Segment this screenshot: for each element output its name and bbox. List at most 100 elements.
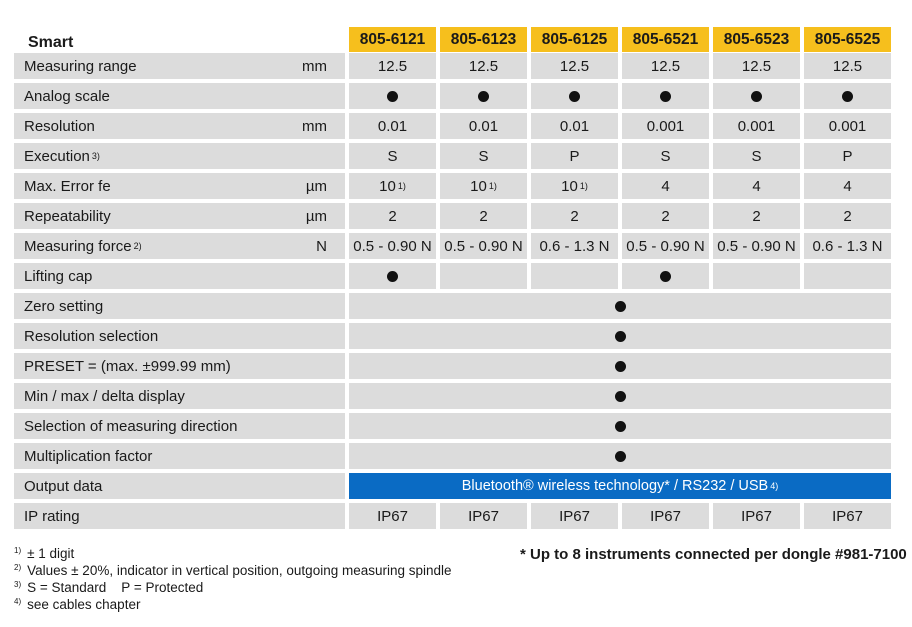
table-cell: 12.5 <box>622 53 709 79</box>
table-cell: 2 <box>804 203 891 229</box>
row-label-text: Zero setting <box>24 297 104 315</box>
cell-value: 0.001 <box>828 117 867 135</box>
bullet-dot <box>614 360 626 372</box>
table-cell: 2 <box>713 203 800 229</box>
table-cell: 10 1) <box>349 173 436 199</box>
cell-value: IP67 <box>650 507 681 525</box>
bullet-dot <box>660 270 671 282</box>
table-cell <box>622 83 709 109</box>
bullet-dot <box>387 90 398 102</box>
bullet-dot <box>614 420 626 432</box>
cell-value: S <box>387 147 398 165</box>
cell-value: 2 <box>661 207 670 225</box>
table-cell: 12.5 <box>349 53 436 79</box>
table-cell <box>531 263 618 289</box>
bullet-dot <box>478 90 489 102</box>
cell-value: 10 <box>379 177 396 195</box>
row-label: IP rating <box>14 503 345 529</box>
row-label-text: IP rating <box>24 507 80 525</box>
cell-value: 4 <box>661 177 670 195</box>
bullet-dot <box>614 330 626 342</box>
footnote-text: S = Standard P = Protected <box>27 580 204 595</box>
footnote-2: 2) Values ± 20%, indicator in vertical po… <box>14 563 452 578</box>
row-label-text: PRESET = (max. ±999.99 mm) <box>24 357 231 375</box>
cell-value: 12.5 <box>832 57 863 75</box>
table-cell <box>440 263 527 289</box>
row-label-text: Max. Error fe <box>24 177 111 195</box>
table-cell: IP67 <box>440 503 527 529</box>
cell-value: 12.5 <box>468 57 499 75</box>
model-header: 805-6523 <box>713 27 800 52</box>
table-cell: P <box>804 143 891 169</box>
cell-value: 0.01 <box>559 117 590 135</box>
table-cell: IP67 <box>349 503 436 529</box>
row-label-text: Measuring range <box>24 57 137 75</box>
cell-value: 0.5 - 0.90 N <box>444 237 523 255</box>
table-cell: 0.5 - 0.90 N <box>349 233 436 259</box>
cell-value: 4 <box>843 177 852 195</box>
cell-value: 0.6 - 1.3 N <box>812 237 883 255</box>
row-label: Min / max / delta display <box>14 383 345 409</box>
cell-value: 2 <box>479 207 488 225</box>
cell-value: P <box>569 147 580 165</box>
row-label: Analog scale <box>14 83 345 109</box>
row-label-text: Resolution <box>24 117 95 135</box>
row-label: Selection of measuring direction <box>14 413 345 439</box>
row-label: Multiplication factor <box>14 443 345 469</box>
bullet-dot <box>614 390 626 402</box>
table-cell <box>531 83 618 109</box>
row-label: Repeatability µm <box>14 203 345 229</box>
table-cell: 12.5 <box>804 53 891 79</box>
table-cell: IP67 <box>713 503 800 529</box>
table-cell: 4 <box>622 173 709 199</box>
table-cell: 12.5 <box>531 53 618 79</box>
cell-value: S <box>660 147 671 165</box>
cell-value: P <box>842 147 853 165</box>
table-cell: S <box>713 143 800 169</box>
table-cell: 0.01 <box>349 113 436 139</box>
footnote-text: Values ± 20%, indicator in vertical posi… <box>27 563 452 578</box>
bullet-dot <box>842 90 853 102</box>
table-cell <box>440 83 527 109</box>
footnote-text: ± 1 digit <box>27 546 75 561</box>
cell-value: 0.5 - 0.90 N <box>626 237 705 255</box>
row-label: Zero setting <box>14 293 345 319</box>
table-cell: S <box>622 143 709 169</box>
table-cell: 0.001 <box>622 113 709 139</box>
output-data-text: Bluetooth® wireless technology* / RS232 … <box>461 478 769 494</box>
row-label-text: Repeatability <box>24 207 111 225</box>
cell-value: 12.5 <box>377 57 408 75</box>
model-header: 805-6521 <box>622 27 709 52</box>
cell-value: 0.001 <box>737 117 776 135</box>
table-cell: 0.6 - 1.3 N <box>804 233 891 259</box>
table-cell: S <box>440 143 527 169</box>
table-cell: 0.001 <box>804 113 891 139</box>
cell-value: IP67 <box>377 507 408 525</box>
bullet-dot <box>614 450 626 462</box>
table-cell: 12.5 <box>713 53 800 79</box>
cell-value: 12.5 <box>741 57 772 75</box>
cell-value: 2 <box>752 207 761 225</box>
bullet-dot <box>569 90 580 102</box>
table-title: Smart <box>28 34 74 51</box>
row-label-text: Execution <box>24 147 90 165</box>
table-cell: 2 <box>622 203 709 229</box>
table-cell: 12.5 <box>440 53 527 79</box>
bullet-dot <box>751 90 762 102</box>
table-cell: 0.5 - 0.90 N <box>713 233 800 259</box>
dongle-note: * Up to 8 instruments connected per dong… <box>520 546 907 563</box>
table-cell <box>622 263 709 289</box>
cell-value: 10 <box>561 177 578 195</box>
row-unit: mm <box>302 57 327 75</box>
row-label-text: Multiplication factor <box>24 447 153 465</box>
cell-value: 12.5 <box>650 57 681 75</box>
cell-value: 0.001 <box>646 117 685 135</box>
row-label: Measuring range mm <box>14 53 345 79</box>
row-label: Output data <box>14 473 345 499</box>
model-number: 805-6523 <box>723 30 790 48</box>
table-cell: IP67 <box>531 503 618 529</box>
table-cell <box>804 263 891 289</box>
row-label-text: Lifting cap <box>24 267 93 285</box>
merged-cell <box>349 323 891 349</box>
